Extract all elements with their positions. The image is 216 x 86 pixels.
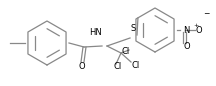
Text: HN: HN [89, 28, 101, 37]
Text: O: O [79, 62, 85, 71]
Text: Cl: Cl [132, 61, 140, 70]
Text: S: S [130, 24, 136, 33]
Text: O: O [183, 42, 190, 51]
Text: Cl: Cl [114, 62, 122, 71]
Text: N: N [183, 26, 189, 34]
Text: −: − [203, 9, 209, 18]
Text: Cl: Cl [122, 47, 130, 57]
Text: O: O [196, 26, 203, 34]
Text: +: + [193, 23, 198, 28]
